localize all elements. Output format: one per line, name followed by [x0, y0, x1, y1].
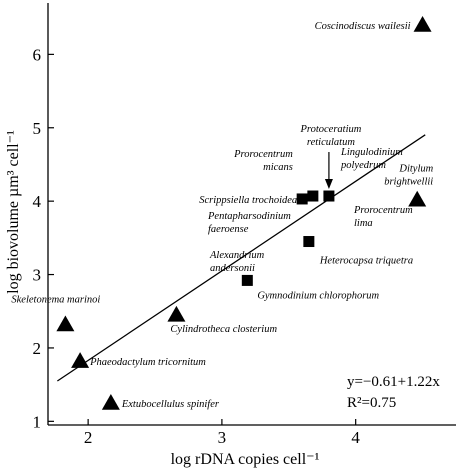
- point-label: Coscinodiscus wailesii: [315, 21, 411, 32]
- annotation-lingulodinium: Lingulodinium polyedrum: [340, 147, 403, 171]
- square-marker: [323, 190, 335, 202]
- annotation-arrow-head: [324, 179, 333, 190]
- annotation-labels: Lingulodinium polyedrum Prorocentrum lima Pe…: [207, 147, 413, 274]
- annotation-line: andersonii: [210, 263, 255, 274]
- axes: [47, 3, 456, 426]
- tick-labels: 2 3 4 1 2 3 4 5 6: [33, 45, 361, 447]
- triangle-marker: [71, 352, 90, 368]
- point-label: Phaeodactylum tricornitum: [89, 357, 206, 368]
- square-marker: [303, 236, 315, 248]
- annotation-line: Pentapharsodinium: [207, 211, 291, 222]
- square-marker: [296, 193, 308, 205]
- annotation-line: Alexandrium: [209, 250, 265, 261]
- x-tick-label: 4: [351, 428, 360, 447]
- x-tick-label: 3: [218, 428, 227, 447]
- data-points: [56, 16, 432, 410]
- r-squared-label: R²=0.75: [347, 395, 396, 411]
- point-label: Gymnodinium chlorophorum: [257, 290, 379, 301]
- triangle-marker: [101, 393, 120, 410]
- point-label: Protoceratium reticulatum: [299, 124, 361, 148]
- square-marker: [241, 274, 253, 286]
- point-label: Heterocapsa triquetra: [319, 256, 413, 267]
- point-label: Skeletonema marinoi: [11, 294, 100, 305]
- triangle-marker: [56, 315, 75, 332]
- x-axis-label: log rDNA copies cell⁻¹: [171, 451, 320, 468]
- regression-equation: y=−0.61+1.22x: [347, 374, 440, 390]
- point-label: Cylindrotheca closterium: [170, 324, 277, 335]
- annotation-line: polyedrum: [340, 160, 386, 171]
- triangle-marker: [413, 16, 432, 32]
- point-label: Scrippsiella trochoidea: [199, 195, 297, 206]
- point-label: Extubocellulus spinifer: [121, 399, 220, 410]
- y-tick-label: 6: [33, 45, 42, 64]
- point-label: Prorocentrum micans: [233, 149, 293, 173]
- annotation-line: Prorocentrum: [353, 205, 413, 216]
- y-axis-label: log biovolume µm³ cell⁻¹: [5, 130, 22, 294]
- point-label: Ditylum brightwellii: [384, 164, 433, 188]
- point-labels: Coscinodiscus wailesii Ditylum brightwelli…: [11, 21, 433, 410]
- y-tick-label: 3: [33, 266, 42, 285]
- annotation-line: Lingulodinium: [340, 147, 403, 158]
- y-tick-label: 1: [33, 412, 42, 431]
- y-tick-label: 4: [33, 192, 42, 211]
- triangle-marker: [167, 305, 186, 322]
- annotation-line: lima: [354, 218, 373, 229]
- annotation-prorocentrum-lima: Prorocentrum lima: [353, 205, 413, 229]
- y-tick-label: 5: [33, 119, 42, 138]
- x-tick-label: 2: [84, 428, 93, 447]
- annotation-alexandrium: Alexandrium andersonii: [209, 250, 265, 274]
- triangle-marker: [408, 190, 427, 207]
- annotation-line: faeroense: [208, 224, 249, 235]
- annotation-pentapharsodinium: Pentapharsodinium faeroense: [207, 211, 291, 235]
- y-tick-label: 2: [33, 339, 42, 358]
- square-marker: [307, 190, 319, 202]
- regression-line: [57, 134, 426, 382]
